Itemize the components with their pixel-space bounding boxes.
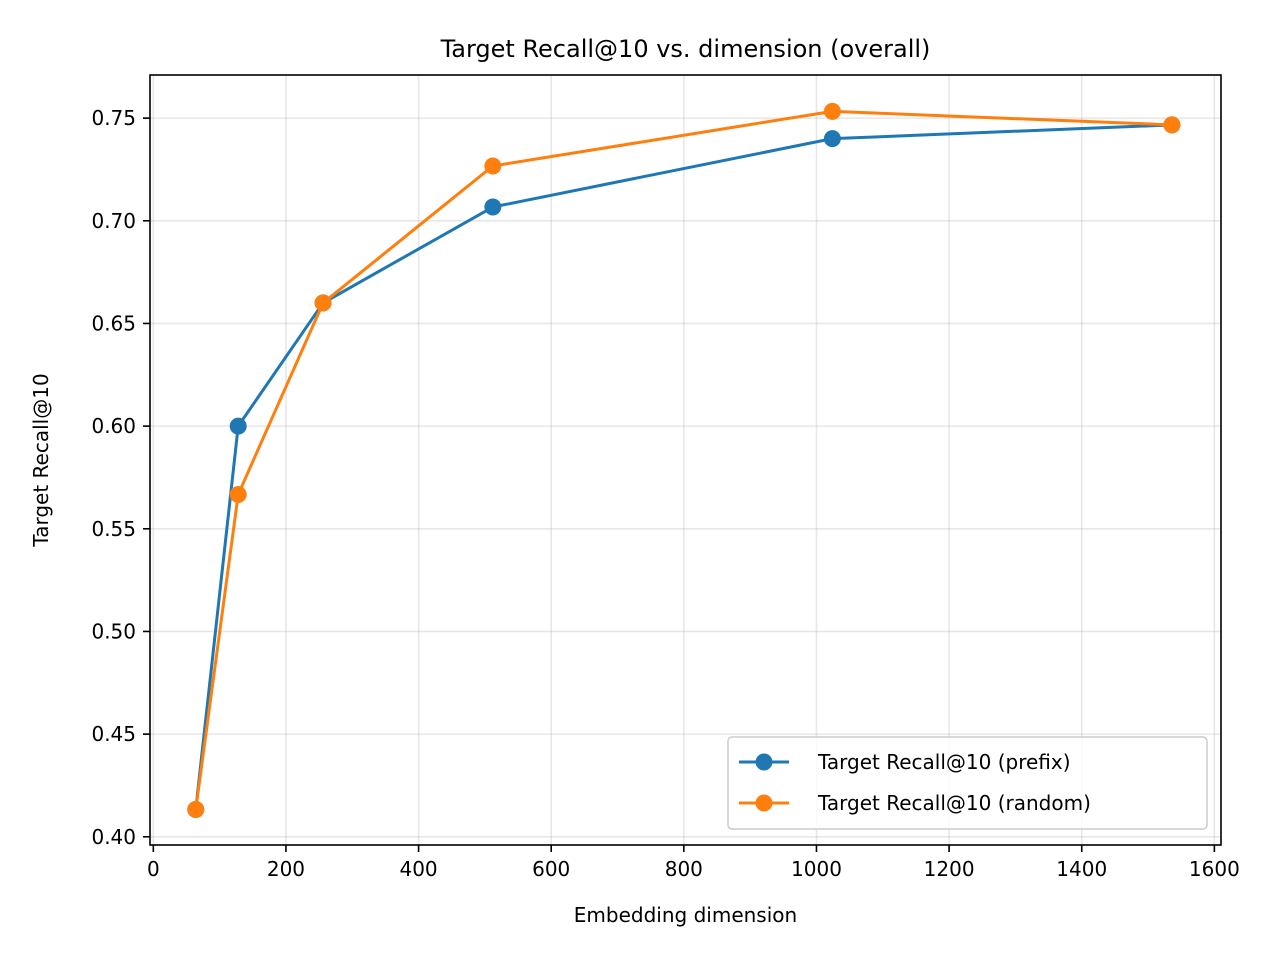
y-axis-label: Target Recall@10 bbox=[29, 373, 53, 547]
y-tick-label: 0.45 bbox=[91, 722, 136, 746]
x-tick-label: 0 bbox=[147, 857, 160, 881]
y-tick-label: 0.40 bbox=[91, 825, 136, 849]
y-tick-label: 0.70 bbox=[91, 209, 136, 233]
y-tick-label: 0.50 bbox=[91, 619, 136, 643]
series-1 bbox=[187, 102, 1181, 818]
x-axis-label: Embedding dimension bbox=[574, 903, 797, 927]
legend-box bbox=[727, 736, 1208, 830]
chart-title: Target Recall@10 vs. dimension (overall) bbox=[440, 35, 931, 63]
grid-lines bbox=[150, 75, 1221, 845]
data-point bbox=[229, 417, 247, 435]
data-point bbox=[229, 485, 247, 503]
x-tick-label: 1400 bbox=[1056, 857, 1107, 881]
y-tick-label: 0.75 bbox=[91, 106, 136, 130]
x-tick-label: 600 bbox=[532, 857, 570, 881]
x-tick-label: 1000 bbox=[791, 857, 842, 881]
axis-ticks: 0 200 400 600 800 1000 1200 1400 1600 0.40 0.45 0.5… bbox=[91, 106, 1239, 881]
x-tick-label: 400 bbox=[399, 857, 437, 881]
x-tick-label: 200 bbox=[267, 857, 305, 881]
series-layer bbox=[187, 102, 1181, 818]
legend-label-random: Target Recall@10 (random) bbox=[817, 791, 1091, 815]
x-tick-label: 800 bbox=[665, 857, 703, 881]
x-tick-label: 1600 bbox=[1189, 857, 1240, 881]
data-point bbox=[314, 294, 332, 312]
legend-marker-random bbox=[755, 794, 773, 812]
plot-area-frame bbox=[149, 74, 1222, 846]
legend-label-prefix: Target Recall@10 (prefix) bbox=[817, 750, 1071, 774]
data-point bbox=[484, 157, 502, 175]
y-tick-label: 0.60 bbox=[91, 414, 136, 438]
data-point bbox=[823, 130, 841, 148]
data-point bbox=[1163, 116, 1181, 134]
legend: Target Recall@10 (prefix) Target Recall@… bbox=[727, 736, 1208, 830]
data-point bbox=[823, 102, 841, 120]
y-tick-label: 0.65 bbox=[91, 311, 136, 335]
y-tick-label: 0.55 bbox=[91, 517, 136, 541]
data-point bbox=[484, 198, 502, 216]
series-line bbox=[194, 109, 1172, 810]
legend-marker-prefix bbox=[755, 753, 773, 771]
data-point bbox=[187, 800, 205, 818]
x-tick-label: 1200 bbox=[924, 857, 975, 881]
